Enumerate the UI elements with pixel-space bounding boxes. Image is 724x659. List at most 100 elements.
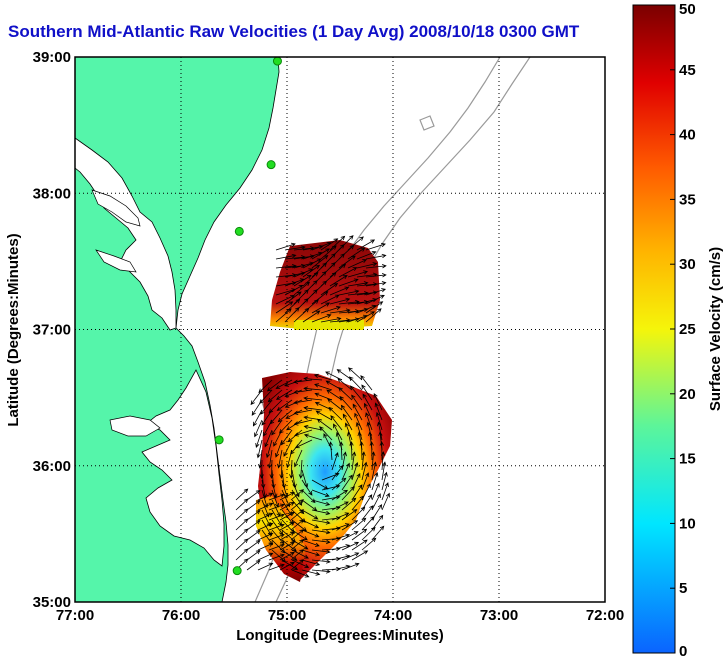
velocity-arrow	[293, 409, 313, 415]
velocity-arrow	[291, 539, 309, 550]
velocity-arrow	[279, 521, 295, 531]
velocity-arrow	[361, 472, 370, 491]
velocity-arrow	[337, 378, 353, 391]
y-tick-label: 39:00	[33, 49, 71, 66]
velocity-arrow	[268, 563, 285, 571]
velocity-arrow	[320, 294, 340, 305]
velocity-arrow	[284, 291, 302, 305]
velocity-arrow	[235, 498, 249, 511]
velocity-field-north	[270, 240, 380, 330]
velocity-arrow	[338, 278, 359, 287]
velocity-arrow	[303, 386, 323, 391]
velocity-arrow	[320, 316, 342, 323]
velocity-arrow	[257, 502, 274, 511]
velocity-arrow	[257, 492, 274, 501]
velocity-arrow	[311, 559, 331, 564]
velocity-arrow	[235, 488, 249, 501]
velocity-arrow	[302, 272, 319, 287]
velocity-arrow	[362, 393, 373, 411]
velocity-arrow	[290, 489, 304, 501]
plot-border	[74, 56, 606, 603]
velocity-arrow	[361, 384, 373, 401]
velocity-arrow	[341, 497, 357, 511]
velocity-arrow	[371, 493, 381, 511]
x-tick-label: 75:00	[268, 607, 306, 624]
velocity-arrow	[301, 529, 320, 538]
velocity-arrow	[338, 267, 358, 278]
y-tick-label: 36:00	[33, 458, 71, 475]
velocity-arrow	[338, 387, 353, 401]
velocity-arrow	[303, 396, 323, 401]
velocity-arrow	[380, 451, 386, 471]
velocity-arrow	[290, 539, 304, 551]
velocity-arrow	[275, 439, 283, 458]
velocity-arrow	[273, 429, 283, 447]
velocity-arrow	[374, 402, 383, 421]
velocity-arrow	[257, 532, 274, 541]
velocity-arrow	[284, 284, 304, 296]
radar-station-marker	[214, 435, 224, 445]
velocity-arrow	[349, 385, 363, 401]
y-tick-label: 37:00	[33, 322, 71, 339]
velocity-arrow	[371, 451, 376, 471]
velocity-arrow	[311, 262, 328, 278]
velocity-arrow	[381, 492, 390, 511]
velocity-vectors	[235, 235, 390, 578]
velocity-arrow	[246, 489, 261, 501]
velocity-arrow	[311, 539, 331, 545]
velocity-arrow	[293, 281, 311, 296]
velocity-arrow	[251, 399, 263, 416]
velocity-arrow	[333, 423, 343, 441]
velocity-arrow	[329, 308, 351, 314]
velocity-arrow	[279, 501, 295, 511]
velocity-arrow	[354, 412, 363, 431]
velocity-arrow	[365, 301, 384, 314]
velocity-arrow	[293, 274, 312, 287]
velocity-arrow	[331, 533, 351, 541]
velocity-arrow	[351, 506, 366, 521]
velocity-arrow	[290, 549, 304, 561]
velocity-arrow	[294, 439, 313, 449]
velocity-arrow	[257, 562, 274, 571]
velocity-arrow	[331, 464, 344, 481]
velocity-arrow	[290, 519, 304, 531]
velocity-arrow	[365, 288, 387, 296]
radar-station-marker	[272, 57, 282, 66]
y-tick-label: 35:00	[33, 594, 71, 611]
velocity-arrow	[341, 486, 355, 501]
velocity-arrow	[246, 549, 261, 561]
x-tick-label: 73:00	[480, 607, 518, 624]
velocity-arrow	[235, 548, 249, 561]
velocity-arrow	[361, 451, 366, 471]
y-tick-labels: 35:00 36:00 37:00 38:00 39:00	[33, 49, 71, 611]
velocity-arrow	[338, 289, 360, 296]
velocity-arrow	[311, 255, 329, 269]
velocity-arrow	[301, 519, 320, 529]
velocity-arrow	[359, 441, 364, 461]
velocity-arrow	[289, 459, 294, 479]
y-tick-label: 38:00	[33, 185, 71, 202]
velocity-arrow	[291, 569, 310, 578]
velocity-arrow	[250, 389, 263, 406]
velocity-arrow	[257, 522, 274, 531]
velocity-arrow	[361, 537, 377, 551]
velocity-arrow	[255, 429, 263, 448]
velocity-arrow	[348, 367, 363, 381]
velocity-arrow	[301, 559, 321, 566]
velocity-arrow	[275, 308, 292, 323]
velocity-arrow	[373, 393, 383, 411]
velocity-arrow	[311, 489, 330, 497]
velocity-arrow	[341, 531, 359, 541]
velocity-arrow	[291, 529, 308, 541]
radar-station-marker	[266, 160, 276, 170]
velocity-arrow	[351, 495, 365, 511]
velocity-arrow	[311, 549, 331, 554]
velocity-arrow	[271, 419, 283, 436]
velocity-arrow	[331, 489, 349, 501]
velocity-arrow	[331, 477, 347, 491]
velocity-arrow	[235, 528, 249, 541]
velocity-arrow	[235, 538, 249, 551]
velocity-arrow	[261, 499, 270, 518]
radar-station-marker	[232, 566, 242, 576]
